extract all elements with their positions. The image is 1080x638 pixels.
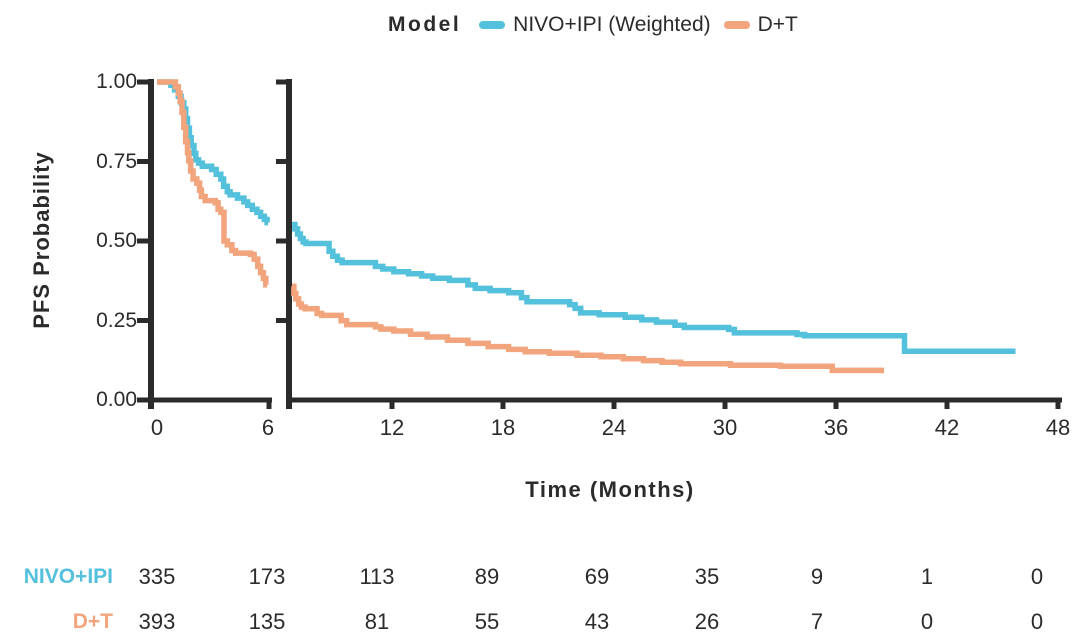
legend-title: Model: [388, 13, 462, 36]
x-tick-label: 42: [934, 415, 960, 440]
nivo-ipi-line-swatch-icon: [479, 21, 506, 29]
legend: Model NIVO+IPI (Weighted) D+T: [388, 11, 811, 39]
risk-count: 43: [584, 609, 610, 634]
risk-count: 393: [138, 609, 176, 634]
x-tick-label: 36: [823, 415, 849, 440]
legend-label-dt: D+T: [757, 13, 798, 36]
x-axis-title: Time (Months): [525, 477, 695, 502]
risk-count: 9: [810, 564, 824, 589]
km-curve-dt-seg1: [291, 283, 885, 374]
risk-count: 1: [920, 564, 934, 589]
dt-line-swatch-icon: [723, 21, 750, 29]
risk-count: 7: [810, 609, 824, 634]
risk-count: 0: [1030, 609, 1044, 634]
risk-count: 0: [920, 609, 934, 634]
risk-row-label-dt: D+T: [72, 610, 113, 633]
x-tick-label: 18: [490, 415, 516, 440]
y-tick-label: 0.50: [96, 229, 137, 252]
x-tick-label: 24: [601, 415, 627, 440]
risk-count: 81: [364, 609, 390, 634]
risk-row-label-nivo-ipi: NIVO+IPI: [23, 565, 113, 588]
x-tick-label: 6: [261, 415, 275, 440]
x-tick-label: 12: [379, 415, 405, 440]
y-tick-label: 0.75: [96, 149, 137, 173]
risk-count: 173: [248, 564, 286, 589]
y-tick-label: 0.25: [96, 308, 137, 332]
risk-count: 35: [694, 564, 720, 589]
risk-count: 0: [1030, 564, 1044, 589]
risk-count: 89: [474, 564, 500, 589]
km-curve-nivo-ipi-seg1: [292, 221, 1016, 355]
x-tick-label: 48: [1045, 415, 1071, 440]
risk-count: 69: [584, 564, 610, 589]
legend-label-nivo-ipi: NIVO+IPI (Weighted): [513, 13, 711, 36]
risk-count: 55: [474, 609, 500, 634]
x-tick-label: 30: [712, 415, 738, 440]
km-curve-dt-seg0: [157, 79, 269, 288]
y-tick-label: 0.00: [96, 388, 137, 411]
risk-count: 26: [694, 609, 720, 634]
risk-count: 113: [359, 564, 395, 589]
y-tick-label: 1.00: [96, 70, 137, 93]
risk-count: 135: [248, 609, 286, 634]
x-tick-label: 0: [150, 415, 164, 440]
legend-item-nivo-ipi: NIVO+IPI (Weighted): [479, 13, 711, 37]
risk-count: 335: [138, 564, 176, 589]
legend-item-dt: D+T: [723, 13, 798, 37]
